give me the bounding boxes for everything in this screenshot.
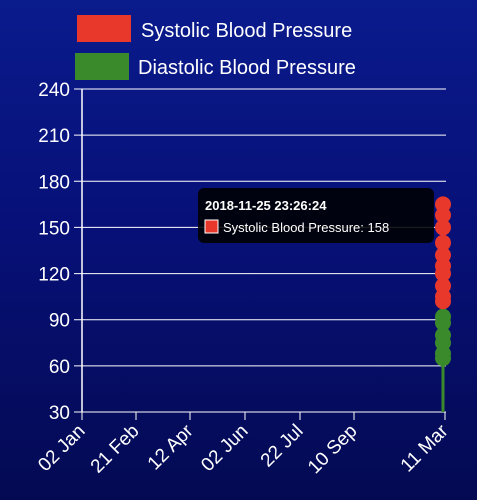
y-tick-label: 180 [38,172,70,193]
systolic-point[interactable] [435,207,451,224]
x-tick-label: 22 Jul [257,421,308,472]
diastolic-point[interactable] [435,314,451,331]
diastolic-point[interactable] [435,350,451,367]
tooltip: 2018-11-25 23:26:24 Systolic Blood Press… [198,188,434,243]
x-tick-label: 02 Jan [34,421,89,476]
legend-swatch-diastolic[interactable] [75,53,129,80]
y-tick-label: 60 [49,357,70,378]
y-tick-label: 90 [49,311,70,332]
systolic-point[interactable] [435,265,451,282]
y-tick-label: 150 [38,218,70,239]
x-tick-label: 12 Apr [144,420,198,474]
grid [74,88,446,413]
x-tick-label: 21 Feb [87,421,144,478]
y-tick-label: 120 [38,265,70,286]
tooltip-title: 2018-11-25 23:26:24 [205,198,327,213]
tooltip-label: Systolic Blood Pressure: 158 [223,220,389,235]
y-tick-label: 240 [38,80,70,101]
legend-label-systolic[interactable]: Systolic Blood Pressure [141,20,352,42]
y-axis: 30 60 90 120 150 180 210 240 [38,80,83,424]
x-tick-label: 11 Mar [397,420,453,476]
systolic-point[interactable] [435,234,451,251]
series-systolic [435,196,451,310]
series-diastolic [435,308,451,412]
tooltip-swatch [204,219,219,234]
legend-swatch-systolic[interactable] [77,15,131,42]
x-tick-label: 02 Jun [197,421,252,476]
systolic-point[interactable] [435,293,451,310]
tooltip-box [198,188,434,243]
y-tick-label: 210 [38,126,70,147]
systolic-point[interactable] [435,219,451,236]
x-tick-label: 10 Sep [304,421,361,478]
y-tick-label: 30 [49,403,70,424]
legend-label-diastolic[interactable]: Diastolic Blood Pressure [138,57,356,79]
legend: Systolic Blood Pressure Diastolic Blood … [75,15,356,80]
